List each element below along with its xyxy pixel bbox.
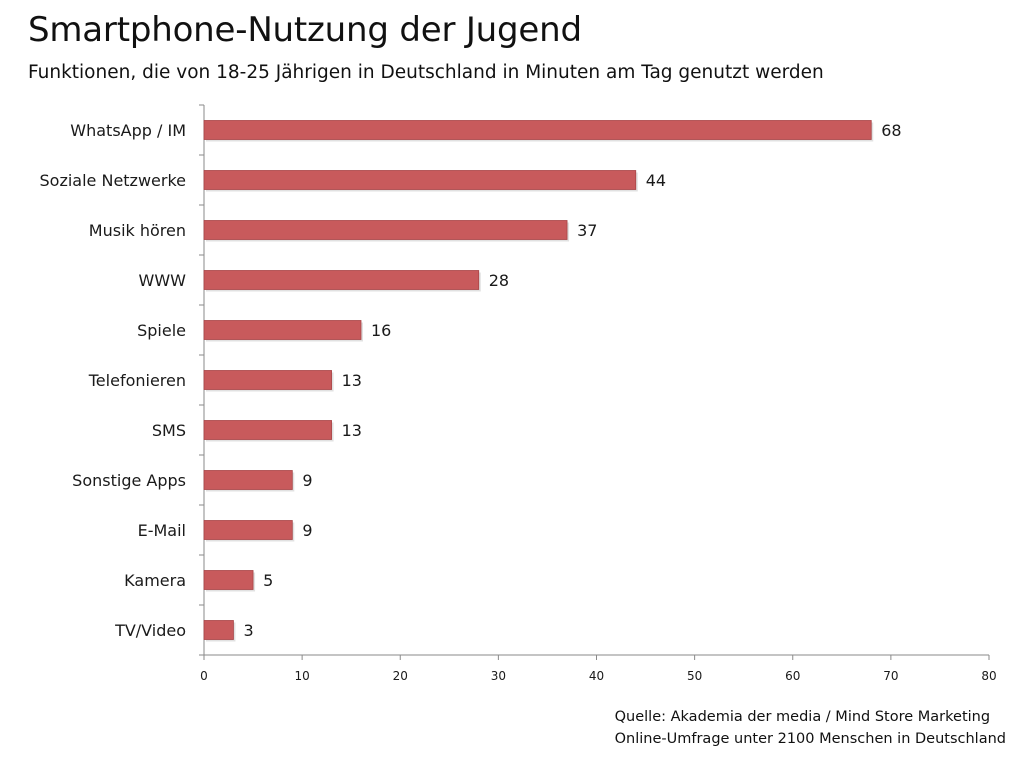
x-tick-label: 0 xyxy=(200,669,208,683)
x-tick-label: 70 xyxy=(883,669,898,683)
value-label: 13 xyxy=(342,371,362,390)
x-tick-label: 30 xyxy=(491,669,506,683)
bar xyxy=(203,120,872,140)
value-label: 3 xyxy=(243,621,253,640)
bar xyxy=(203,320,362,340)
x-tick-label: 20 xyxy=(393,669,408,683)
x-tick-label: 50 xyxy=(687,669,702,683)
value-label: 37 xyxy=(577,221,597,240)
source-note: Quelle: Akademia der media / Mind Store … xyxy=(615,706,1006,750)
bar xyxy=(203,370,332,390)
value-label: 5 xyxy=(263,571,273,590)
category-label: Soziale Netzwerke xyxy=(40,171,187,190)
bar xyxy=(203,270,480,290)
x-tick-label: 40 xyxy=(589,669,604,683)
bar xyxy=(203,470,293,490)
source-line-2: Online-Umfrage unter 2100 Menschen in De… xyxy=(614,731,1006,747)
value-label: 9 xyxy=(302,471,312,490)
category-label: SMS xyxy=(152,421,186,440)
chart-subtitle: Funktionen, die von 18-25 Jährigen in De… xyxy=(28,62,824,83)
bar xyxy=(203,520,293,540)
x-tick-label: 80 xyxy=(981,669,996,683)
category-label: WhatsApp / IM xyxy=(70,121,186,140)
value-label: 16 xyxy=(371,321,391,340)
value-label: 13 xyxy=(342,421,362,440)
category-label: Kamera xyxy=(124,571,186,590)
value-label: 28 xyxy=(489,271,509,290)
value-label: 44 xyxy=(646,171,666,190)
bar xyxy=(203,620,234,640)
value-label: 9 xyxy=(302,521,312,540)
bar xyxy=(203,570,254,590)
x-tick-label: 60 xyxy=(785,669,800,683)
chart-title: Smartphone-Nutzung der Jugend xyxy=(28,10,582,50)
source-line-1: Quelle: Akademia der media / Mind Store … xyxy=(614,709,991,725)
x-tick-label: 10 xyxy=(294,669,309,683)
category-label: Musik hören xyxy=(89,221,186,240)
category-label: Sonstige Apps xyxy=(72,471,186,490)
category-label: Spiele xyxy=(137,321,186,340)
bar xyxy=(203,170,637,190)
category-label: WWW xyxy=(139,271,187,290)
bar xyxy=(203,220,568,240)
category-label: E-Mail xyxy=(138,521,186,540)
bar xyxy=(203,420,332,440)
category-label: TV/Video xyxy=(114,621,186,640)
value-label: 68 xyxy=(881,121,901,140)
category-label: Telefonieren xyxy=(88,371,186,390)
